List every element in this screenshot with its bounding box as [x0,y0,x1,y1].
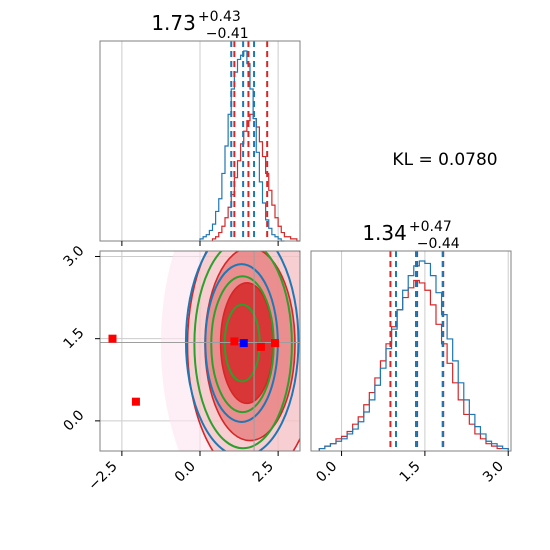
panel-param-2-histogram: 0.0 1.5 3.0 1.34 +0.47 −0.44 [310,219,512,486]
contour-red-marker-0 [108,334,117,343]
contour-red-marker-2 [256,342,265,351]
contour-ytick-label-1: 1.5 [60,325,87,352]
p1-title-median: 1.73 [151,11,196,35]
p2-hist-blue [318,260,509,451]
p2-hist-red [318,279,509,451]
contour-red-marker-4 [230,337,239,346]
kl-label: KL = 0.0780 [392,150,497,170]
panel-2d-contour: −2.5 0.0 2.5 0.0 1.5 3.0 [60,243,301,494]
p1-title: 1.73 +0.43 −0.41 [151,9,248,42]
p1-title-minus: −0.41 [206,26,249,42]
panel-param-1-histogram: 1.73 +0.43 −0.41 [99,9,301,246]
p1-histograms [199,50,300,242]
p2-title: 1.34 +0.47 −0.44 [362,219,459,252]
p1-grid [121,41,279,241]
p2-frame [310,250,512,452]
contour-blue-marker [239,339,248,348]
p2-grid [341,251,509,451]
contour-xtick-label-1: 0.0 [172,459,199,486]
p2-title-minus: −0.44 [417,236,460,252]
p2-quantile-lines [389,251,445,451]
contour-red-marker-3 [271,339,279,348]
p2-xtick-label-2: 3.0 [480,459,507,486]
p2-histograms [318,260,509,451]
p2-xtick-label-1: 1.5 [397,459,424,486]
p1-hist-blue [199,50,285,242]
p1-ticks [121,241,279,246]
contour-xtick-label-0: −2.5 [85,459,120,494]
p2-xtick-label-0: 0.0 [313,459,340,486]
p1-quantile-lines [230,41,269,241]
p2-ticks: 0.0 1.5 3.0 [313,451,509,486]
p1-title-plus: +0.43 [198,9,241,25]
contour-blue-0 [184,251,300,451]
contour-red-marker-1 [131,397,140,406]
contour-ytick-label-0: 0.0 [60,407,87,434]
contour-body [100,251,300,451]
p2-title-plus: +0.47 [409,219,452,235]
p2-title-median: 1.34 [362,221,407,245]
contour-green-0 [193,251,293,450]
contour-xtick-label-2: 2.5 [250,459,277,486]
contour-ytick-label-2: 3.0 [60,243,87,270]
